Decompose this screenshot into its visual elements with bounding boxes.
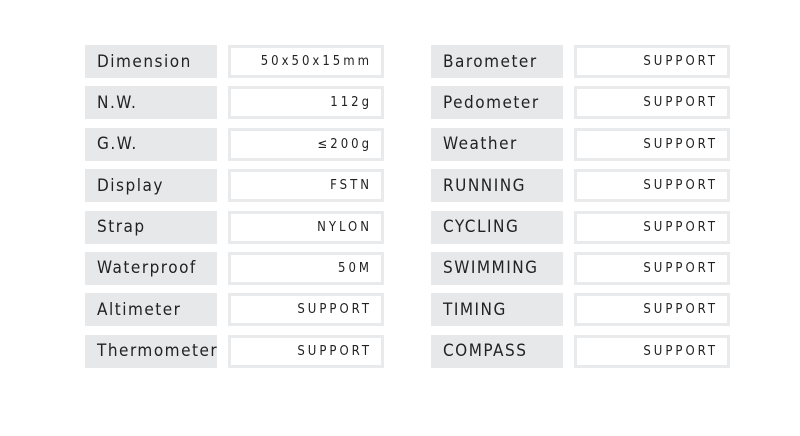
spec-value: SUPPORT xyxy=(574,45,730,78)
spec-label: Pedometer xyxy=(431,86,563,120)
spec-value: SUPPORT xyxy=(574,127,730,161)
spec-row: Altimeter SUPPORT xyxy=(85,293,384,327)
spec-label: Altimeter xyxy=(85,293,217,327)
spec-label: Barometer xyxy=(431,45,563,78)
spec-label: Dimension xyxy=(85,45,217,78)
spec-value: SUPPORT xyxy=(574,293,730,327)
spec-row: RUNNING SUPPORT xyxy=(431,169,730,203)
spec-row: G.W. ≤200g xyxy=(85,127,384,161)
spec-label: Display xyxy=(85,169,217,203)
spec-table-left: Dimension 50x50x15mm N.W. 112g G.W. ≤200g Disp… xyxy=(85,45,384,376)
spec-label: Thermometer xyxy=(85,334,217,368)
spec-row: COMPASS SUPPORT xyxy=(431,334,730,368)
spec-row: Display FSTN xyxy=(85,169,384,203)
spec-row: Dimension 50x50x15mm xyxy=(85,45,384,78)
spec-row: Strap NYLON xyxy=(85,210,384,244)
spec-label: Weather xyxy=(431,127,563,161)
spec-row: N.W. 112g xyxy=(85,86,384,120)
spec-table-right: Barometer SUPPORT Pedometer SUPPORT Weather S… xyxy=(431,45,730,376)
spec-label: G.W. xyxy=(85,127,217,161)
spec-row: Barometer SUPPORT xyxy=(431,45,730,78)
spec-label: Strap xyxy=(85,210,217,244)
spec-row: CYCLING SUPPORT xyxy=(431,210,730,244)
spec-row: SWIMMING SUPPORT xyxy=(431,251,730,285)
spec-row: TIMING SUPPORT xyxy=(431,293,730,327)
spec-label: SWIMMING xyxy=(431,251,563,285)
spec-label: TIMING xyxy=(431,293,563,327)
spec-label: Waterproof xyxy=(85,251,217,285)
spec-label: RUNNING xyxy=(431,169,563,203)
spec-value: 112g xyxy=(228,86,384,120)
spec-value: FSTN xyxy=(228,169,384,203)
spec-row: Thermometer SUPPORT xyxy=(85,334,384,368)
spec-value: SUPPORT xyxy=(574,210,730,244)
spec-row: Waterproof 50M xyxy=(85,251,384,285)
spec-row: Pedometer SUPPORT xyxy=(431,86,730,120)
spec-value: SUPPORT xyxy=(574,169,730,203)
spec-value: SUPPORT xyxy=(574,251,730,285)
spec-row: Weather SUPPORT xyxy=(431,127,730,161)
spec-value: SUPPORT xyxy=(228,334,384,368)
spec-value: SUPPORT xyxy=(574,334,730,368)
spec-value: 50M xyxy=(228,251,384,285)
spec-value: SUPPORT xyxy=(574,86,730,120)
spec-label: N.W. xyxy=(85,86,217,120)
spec-label: CYCLING xyxy=(431,210,563,244)
spec-value: NYLON xyxy=(228,210,384,244)
spec-value: ≤200g xyxy=(228,127,384,161)
spec-label: COMPASS xyxy=(431,334,563,368)
spec-value: SUPPORT xyxy=(228,293,384,327)
spec-value: 50x50x15mm xyxy=(228,45,384,78)
